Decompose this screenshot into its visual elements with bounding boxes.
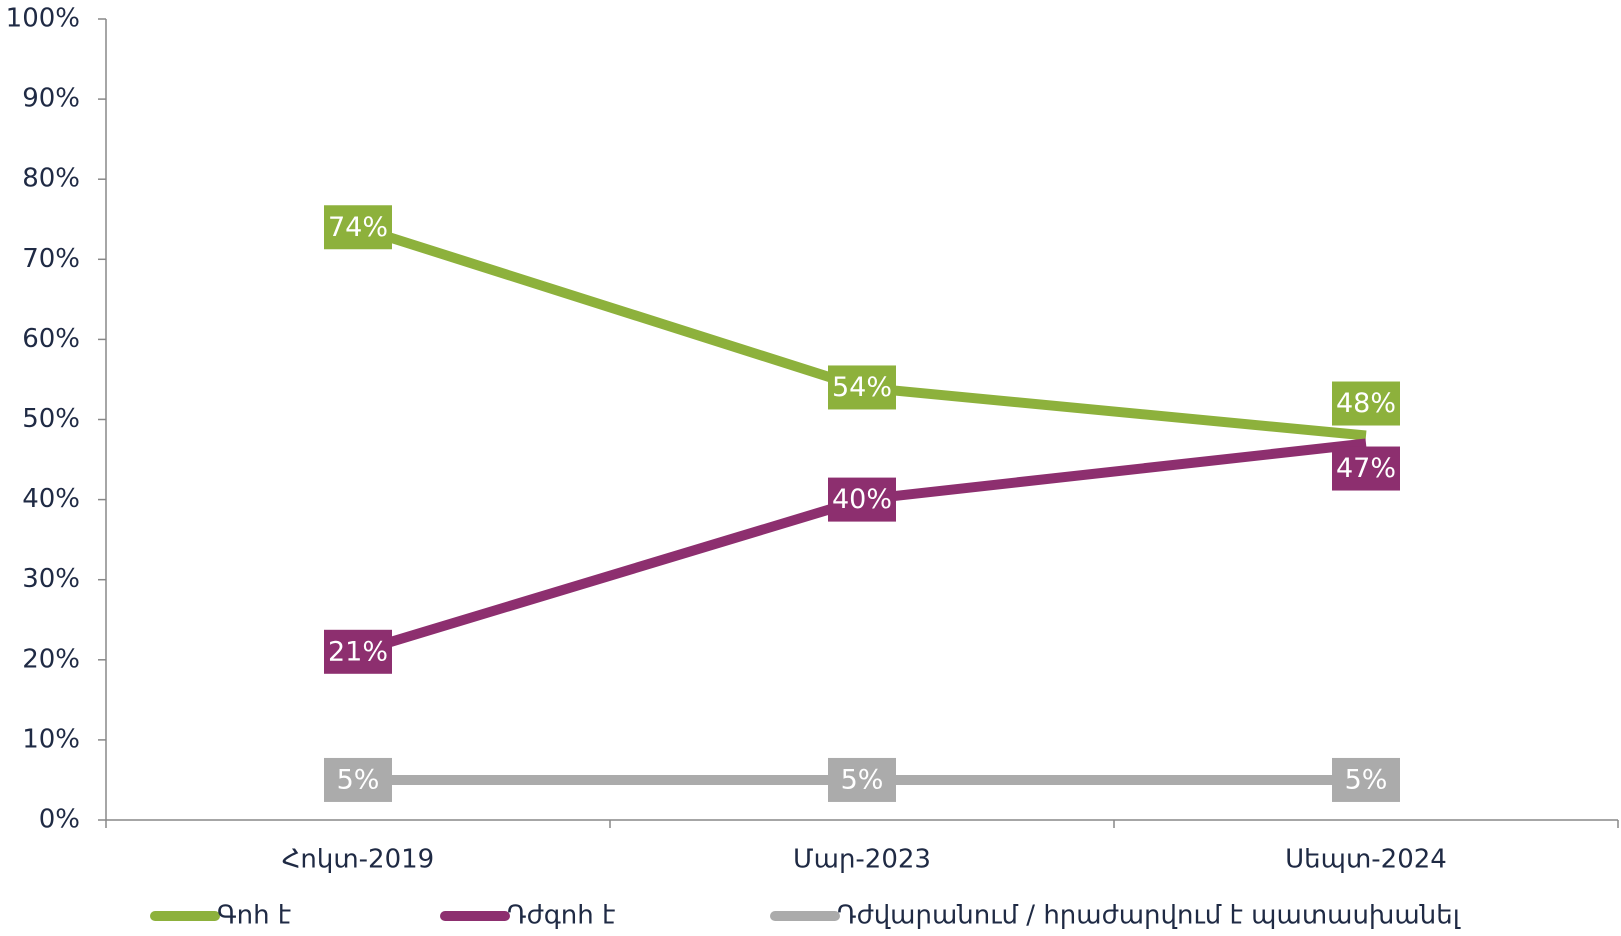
y-tick-label: 100% [6, 4, 80, 34]
x-tick-label: Մար-2023 [793, 845, 931, 875]
legend-label: Դժգոհ է [507, 901, 615, 931]
y-tick-label: 0% [39, 805, 80, 835]
value-label: 5% [337, 764, 380, 795]
value-label-box [828, 477, 896, 522]
series-line [356, 438, 1367, 657]
value-label: 5% [841, 764, 884, 795]
y-tick-label: 10% [22, 724, 80, 754]
y-tick-label: 60% [22, 324, 80, 354]
y-tick-label: 20% [22, 644, 80, 674]
value-label: 5% [1345, 764, 1388, 795]
value-label: 74% [328, 212, 388, 243]
y-tick-label: 80% [22, 164, 80, 194]
value-label: 21% [328, 636, 388, 667]
legend-label: Գոհ է [217, 901, 291, 931]
legend-label: Դժվարանում / հրաժարվում է պատասխանել [837, 901, 1461, 931]
value-label-box [1332, 381, 1400, 426]
y-tick-label: 70% [22, 244, 80, 274]
x-tick-label: Սեպտ-2024 [1285, 845, 1447, 875]
y-tick-label: 40% [22, 484, 80, 514]
value-label: 40% [832, 484, 892, 515]
value-label-box [1332, 446, 1400, 491]
value-label-box [324, 757, 392, 802]
x-tick-label: Հոկտ-2019 [282, 845, 434, 875]
y-tick-label: 50% [22, 404, 80, 434]
y-tick-label: 30% [22, 564, 80, 594]
value-label-box [324, 205, 392, 250]
value-label: 48% [1336, 388, 1396, 419]
value-label-box [1332, 757, 1400, 802]
y-tick-label: 90% [22, 84, 80, 114]
value-label: 54% [832, 372, 892, 403]
value-label-box [828, 757, 896, 802]
value-label-box [828, 365, 896, 410]
value-label: 47% [1336, 453, 1396, 484]
value-label-box [324, 629, 392, 674]
